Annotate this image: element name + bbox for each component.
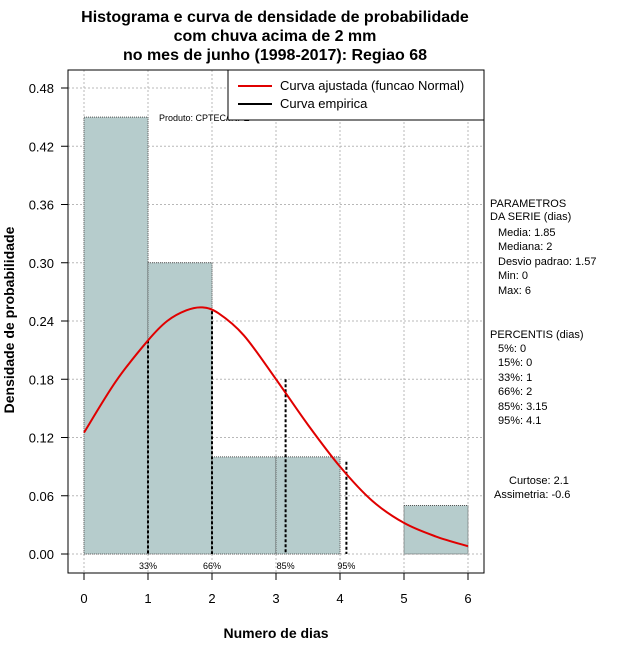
stat-max: Max: 6	[498, 285, 531, 297]
percentil-15: 15%: 0	[498, 357, 532, 369]
histogram-bar	[147, 262, 213, 555]
histogram-bar	[211, 456, 277, 555]
histogram-bar	[403, 504, 469, 555]
chart-title-line-3: no mes de junho (1998-2017): Regiao 68	[123, 47, 427, 64]
percentil-66: 66%: 2	[498, 386, 532, 398]
y-tick-label: 0.18	[29, 372, 54, 387]
x-tick-label: 1	[144, 591, 151, 606]
stats-panel: PARAMETROS DA SERIE (dias) Media: 1.85 M…	[490, 198, 596, 501]
percentis-title: PERCENTIS (dias)	[490, 329, 584, 341]
y-tick-label: 0.42	[29, 139, 54, 154]
x-tick-label: 5	[400, 591, 407, 606]
x-axis: 0 1 2 3 4 5 6	[80, 573, 472, 606]
fitted-normal-curve	[83, 306, 469, 548]
legend-fitted-label: Curva ajustada (funcao Normal)	[280, 78, 464, 93]
y-axis: 0.00 0.06 0.12 0.18 0.24 0.30 0.36 0.42 0.48	[29, 81, 68, 562]
chart-title-line-1: Histograma e curva de densidade de proba…	[81, 9, 469, 26]
percentile-label: 95%	[337, 561, 355, 571]
legend-box	[227, 69, 485, 121]
y-tick-label: 0.06	[29, 489, 54, 504]
legend: Curva ajustada (funcao Normal) Curva emp…	[227, 69, 485, 121]
histogram-bar	[83, 116, 149, 555]
y-tick-label: 0.24	[29, 314, 54, 329]
y-tick-label: 0.48	[29, 81, 54, 96]
histogram-bars	[83, 116, 469, 555]
percentile-label: 66%	[203, 561, 221, 571]
parametros-title-2: DA SERIE (dias)	[490, 211, 571, 223]
legend-empirical-label: Curva empirica	[280, 96, 368, 111]
percentile-label: 85%	[277, 561, 295, 571]
x-tick-label: 3	[272, 591, 279, 606]
chart-title-line-2: com chuva acima de 2 mm	[174, 28, 377, 45]
percentil-5: 5%: 0	[498, 343, 526, 355]
x-tick-label: 6	[464, 591, 471, 606]
stat-min: Min: 0	[498, 270, 528, 282]
stat-assimetria: Assimetria: -0.6	[494, 489, 570, 501]
y-tick-label: 0.00	[29, 547, 54, 562]
stat-curtose: Curtose: 2.1	[509, 475, 569, 487]
y-axis-label: Densidade de probabilidade	[1, 226, 17, 413]
percentile-lines: 33% 66% 85% 95%	[139, 311, 355, 571]
y-tick-label: 0.30	[29, 256, 54, 271]
x-axis-label: Numero de dias	[223, 625, 328, 641]
y-tick-label: 0.36	[29, 198, 54, 213]
x-tick-label: 0	[80, 591, 87, 606]
percentil-95: 95%: 4.1	[498, 415, 541, 427]
histogram-bar	[275, 456, 341, 555]
x-tick-label: 4	[336, 591, 343, 606]
stat-desvio: Desvio padrao: 1.57	[498, 256, 596, 268]
x-tick-label: 2	[208, 591, 215, 606]
product-label: Produto: CPTEC/INPE	[159, 113, 250, 123]
stat-media: Media: 1.85	[498, 227, 555, 239]
stat-mediana: Mediana: 2	[498, 241, 552, 253]
percentile-label: 33%	[139, 561, 157, 571]
percentil-33: 33%: 1	[498, 372, 532, 384]
y-tick-label: 0.12	[29, 431, 54, 446]
percentil-85: 85%: 3.15	[498, 401, 548, 413]
parametros-title-1: PARAMETROS	[490, 198, 566, 210]
